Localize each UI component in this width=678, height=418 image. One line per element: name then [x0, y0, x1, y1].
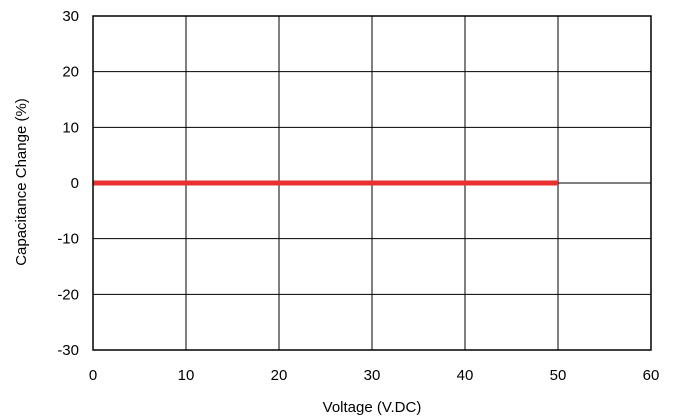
y-tick-label: -10: [57, 231, 79, 248]
y-tick-labels: 30 20 10 0 -10 -20 -30: [57, 8, 79, 359]
x-tick-label: 50: [550, 367, 567, 384]
y-tick-label: 10: [62, 119, 79, 136]
x-tick-label: 10: [178, 367, 195, 384]
x-tick-label: 20: [271, 367, 288, 384]
x-tick-labels: 0 10 20 30 40 50 60: [89, 367, 660, 384]
y-tick-label: 30: [62, 8, 79, 25]
x-axis-title: Voltage (V.DC): [323, 399, 422, 416]
x-tick-label: 0: [89, 367, 97, 384]
y-axis-title: Capacitance Change (%): [13, 98, 30, 266]
x-tick-label: 60: [643, 367, 660, 384]
y-tick-label: -30: [57, 342, 79, 359]
y-tick-label: 20: [62, 64, 79, 81]
y-tick-label: 0: [71, 175, 79, 192]
x-tick-label: 40: [457, 367, 474, 384]
plot-frame: [92, 15, 652, 351]
x-tick-label: 30: [364, 367, 381, 384]
y-tick-label: -20: [57, 286, 79, 303]
